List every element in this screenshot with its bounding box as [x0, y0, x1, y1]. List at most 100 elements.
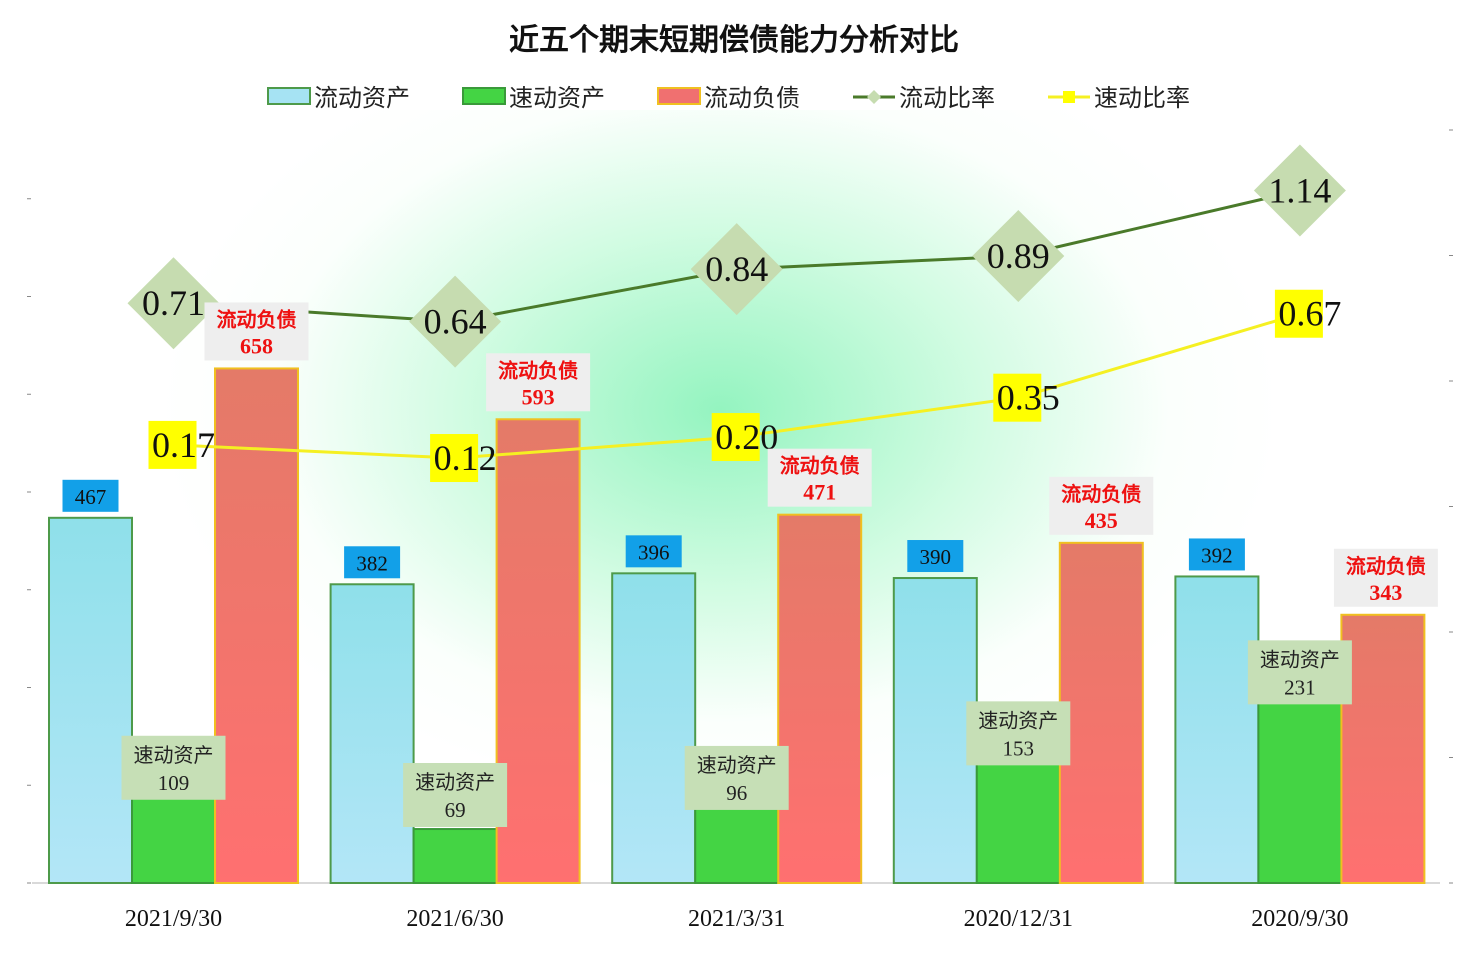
value-label-速动比率: 0.67 [1278, 294, 1341, 334]
left-axis-ticks [27, 198, 31, 884]
legend-item-流动比率: 流动比率 [853, 84, 995, 112]
bar-流动负债-2020/12/31 [1058, 541, 1144, 885]
value-label-速动比率: 0.12 [434, 438, 497, 478]
marker-速动比率 [1274, 289, 1323, 338]
label-current-liabilities-name: 流动负债 [1061, 482, 1141, 506]
legend-label: 速动资产 [509, 84, 605, 112]
marker-速动比率 [711, 413, 760, 462]
x-axis-ticks: 2021/9/30 2021/6/30 2021/3/31 2020/12/31 202… [125, 906, 1349, 932]
label-current-liabilities-value: 658 [240, 333, 273, 358]
legend-marker [1063, 91, 1075, 103]
x-tick-label: 2020/12/31 [964, 906, 1073, 932]
legend-swatch [462, 87, 506, 105]
x-tick-label: 2021/6/30 [406, 906, 503, 932]
legend-item-速动资产: 速动资产 [462, 84, 605, 112]
x-tick-label: 2021/9/30 [125, 906, 222, 932]
right-axis-ticks [1449, 129, 1453, 884]
value-label-流动比率: 0.64 [424, 302, 487, 342]
label-bg-quick-assets [1247, 640, 1352, 705]
legend-swatch [267, 87, 311, 105]
label-quick-assets-name: 速动资产 [415, 770, 495, 794]
bar-series [48, 367, 1426, 885]
label-quick-assets-value: 69 [445, 798, 466, 822]
data-labels: 467速动资产109流动负债658382速动资产69流动负债593396速动资产… [62, 302, 1438, 827]
bar-流动资产-2020/12/31 [892, 577, 978, 885]
legend-swatch [657, 87, 701, 105]
legend-marker [867, 90, 881, 104]
label-quick-assets-value: 109 [158, 771, 190, 795]
marker-流动比率 [972, 210, 1065, 303]
bar-流动资产-2020/9/30 [1174, 575, 1260, 884]
label-bg-current-liabilities [1049, 476, 1154, 535]
label-bg-current-assets [1188, 538, 1245, 571]
label-bg-current-assets [625, 535, 682, 568]
label-current-liabilities-name: 流动负债 [1346, 554, 1426, 578]
marker-流动比率 [127, 257, 220, 350]
bar-流动负债-2021/6/30 [495, 418, 581, 884]
marker-流动比率 [690, 223, 783, 316]
x-tick-label: 2021/3/31 [688, 906, 785, 932]
label-current-liabilities-value: 343 [1369, 580, 1402, 605]
label-bg-current-assets [62, 479, 119, 512]
label-bg-current-liabilities [486, 353, 591, 412]
value-label-速动比率: 0.35 [997, 378, 1060, 418]
bar-流动负债-2021/3/31 [777, 513, 863, 884]
legend-item-流动资产: 流动资产 [267, 84, 410, 112]
label-bg-current-assets [907, 540, 964, 573]
label-current-assets: 392 [1201, 543, 1233, 567]
value-label-速动比率: 0.17 [152, 425, 215, 465]
bar-流动资产-2021/6/30 [329, 583, 415, 884]
bar-流动负债-2021/9/30 [214, 367, 299, 885]
value-label-流动比率: 0.71 [142, 283, 205, 323]
legend-item-速动比率: 速动比率 [1048, 84, 1190, 112]
label-bg-current-liabilities [204, 302, 309, 361]
marker-速动比率 [430, 434, 479, 483]
label-bg-current-assets [344, 546, 401, 579]
label-current-liabilities-value: 471 [803, 480, 836, 505]
label-bg-current-liabilities [1333, 548, 1438, 607]
bar-流动负债-2020/9/30 [1340, 613, 1426, 884]
bar-流动资产-2021/9/30 [48, 516, 133, 885]
bar-流动资产-2021/3/31 [611, 572, 697, 884]
label-quick-assets-value: 231 [1284, 675, 1316, 699]
label-bg-quick-assets [684, 745, 789, 810]
marker-流动比率 [1253, 144, 1346, 237]
label-bg-quick-assets [966, 701, 1071, 766]
label-current-liabilities-name: 流动负债 [780, 454, 860, 478]
label-current-assets: 396 [638, 540, 670, 564]
label-quick-assets-name: 速动资产 [1260, 647, 1340, 671]
legend-label: 速动比率 [1094, 84, 1190, 112]
legend-item-流动负债: 流动负债 [657, 84, 800, 112]
label-current-liabilities-value: 435 [1085, 508, 1118, 533]
label-current-liabilities-name: 流动负债 [498, 358, 578, 382]
value-label-流动比率: 0.84 [705, 249, 768, 289]
legend-label: 流动比率 [899, 84, 995, 112]
label-current-liabilities-name: 流动负债 [217, 307, 297, 331]
marker-速动比率 [148, 420, 197, 469]
label-current-assets: 390 [920, 545, 952, 569]
label-current-liabilities-value: 593 [522, 384, 555, 409]
line-series: 0.71 0.640.84 0.891.140.17 0.120.200.350.67 [127, 144, 1346, 483]
bar-速动资产-2021/3/31 [694, 806, 780, 884]
bar-速动资产-2021/9/30 [131, 796, 216, 885]
legend: 流动资产 速动资产 流动负债 流动比率 速动比率 [267, 84, 1190, 112]
x-tick-label: 2020/9/30 [1251, 906, 1348, 932]
bar-速动资产-2020/12/31 [975, 762, 1061, 884]
label-quick-assets-name: 速动资产 [697, 753, 777, 777]
legend-label: 流动资产 [314, 84, 410, 112]
marker-流动比率 [409, 275, 502, 368]
value-label-流动比率: 1.14 [1268, 170, 1331, 210]
label-quick-assets-name: 速动资产 [978, 708, 1058, 732]
label-bg-quick-assets [403, 763, 508, 827]
chart-title: 近五个期末短期偿债能力分析对比 [509, 23, 959, 58]
marker-速动比率 [993, 373, 1042, 422]
label-current-assets: 382 [356, 551, 388, 575]
value-label-流动比率: 0.89 [987, 236, 1050, 276]
bar-速动资产-2020/9/30 [1257, 701, 1343, 884]
label-current-assets: 467 [75, 485, 107, 509]
label-bg-quick-assets [121, 735, 226, 800]
label-quick-assets-value: 96 [726, 781, 747, 805]
label-bg-current-liabilities [767, 448, 872, 507]
legend-label: 流动负债 [704, 84, 800, 112]
